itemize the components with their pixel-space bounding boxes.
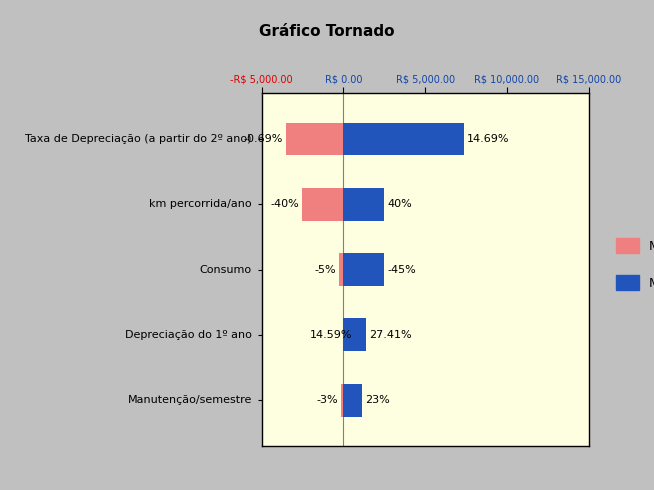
Text: 27.41%: 27.41% xyxy=(369,330,411,340)
Text: Consumo: Consumo xyxy=(199,265,252,274)
Bar xyxy=(343,188,385,221)
Text: 14.59%: 14.59% xyxy=(309,330,352,340)
Text: -45%: -45% xyxy=(387,265,416,274)
Bar xyxy=(343,122,464,155)
Bar xyxy=(343,318,366,351)
Bar xyxy=(343,318,355,351)
Text: Gráfico Tornado: Gráfico Tornado xyxy=(259,24,395,40)
Text: -40%: -40% xyxy=(271,199,300,209)
Bar xyxy=(343,253,385,286)
Text: -0.69%: -0.69% xyxy=(243,134,283,144)
Bar xyxy=(339,253,343,286)
Bar xyxy=(341,384,343,416)
Text: Depreciação do 1º ano: Depreciação do 1º ano xyxy=(125,330,252,340)
Text: 14.69%: 14.69% xyxy=(467,134,509,144)
Bar xyxy=(302,188,343,221)
Text: -3%: -3% xyxy=(316,395,337,405)
Text: Manutenção/semestre: Manutenção/semestre xyxy=(128,395,252,405)
Text: -5%: -5% xyxy=(315,265,336,274)
Text: 23%: 23% xyxy=(366,395,390,405)
Legend: Minimo, Máximo: Minimo, Máximo xyxy=(611,233,654,295)
Text: Taxa de Depreciação (a partir do 2º ano): Taxa de Depreciação (a partir do 2º ano) xyxy=(26,134,252,144)
Text: km percorrida/ano: km percorrida/ano xyxy=(149,199,252,209)
Bar xyxy=(343,384,362,416)
Text: 40%: 40% xyxy=(387,199,412,209)
Bar xyxy=(286,122,343,155)
